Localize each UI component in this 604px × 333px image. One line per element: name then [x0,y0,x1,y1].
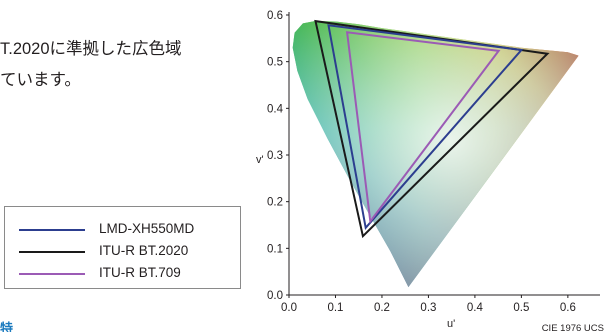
x-tick-label: 0.2 [374,302,390,314]
legend-item-bt709: ITU-R BT.709 [5,263,240,285]
y-tick-label: 0.6 [267,10,283,22]
intro-line-1: T.2020に準拠した広色域 [0,40,182,58]
gamut-triangles [314,19,550,239]
x-tick-label: 0.3 [420,302,436,314]
y-tick-label: 0.5 [267,57,283,69]
x-axis-label: u' [447,318,455,330]
gamut-triangle-lmd-xh550md [327,24,524,231]
legend-label-bt709: ITU-R BT.709 [99,265,181,280]
y-tick-label: 0.0 [267,290,283,302]
intro-line-2: ています。 [0,71,81,89]
y-tick-label: 0.3 [267,150,283,162]
x-tick-label: 0.6 [560,302,576,314]
legend-line-lmd-xh550md [19,229,85,231]
y-tick-label: 0.2 [267,197,283,209]
locus-white-point [292,21,579,288]
legend-label-bt2020: ITU-R BT.2020 [99,243,189,258]
chart-legend: LMD-XH550MD ITU-R BT.2020 ITU-R BT.709 [4,206,241,289]
gamut-triangle-itu-r-bt-709 [345,31,501,224]
legend-label-lmd-xh550md: LMD-XH550MD [99,221,195,236]
legend-item-bt2020: ITU-R BT.2020 [5,241,240,263]
x-tick-label: 0.1 [327,302,343,314]
chart-caption: CIE 1976 UCS [542,323,604,333]
y-tick-label: 0.4 [267,103,284,115]
y-axis-label: v' [256,154,264,166]
footer-heading-fragment: 特 [0,321,14,332]
x-tick-label: 0.0 [281,302,297,314]
x-tick-label: 0.5 [513,302,529,314]
legend-line-bt709 [19,273,85,275]
legend-line-bt2020 [19,251,85,253]
intro-text: T.2020に準拠した広色域 ています。 [0,34,182,96]
spectral-locus-layer [292,21,579,288]
x-tick-label: 0.4 [467,302,484,314]
chart-axes: 0.0 0.1 0.2 0.3 0.4 0.5 0.6 0.0 0.1 0.2 0.3 0.4 0.5 0… [267,10,600,314]
y-tick-label: 0.1 [267,243,283,255]
gamut-triangle-itu-r-bt-2020 [314,19,550,239]
legend-item-lmd-xh550md: LMD-XH550MD [5,219,240,241]
